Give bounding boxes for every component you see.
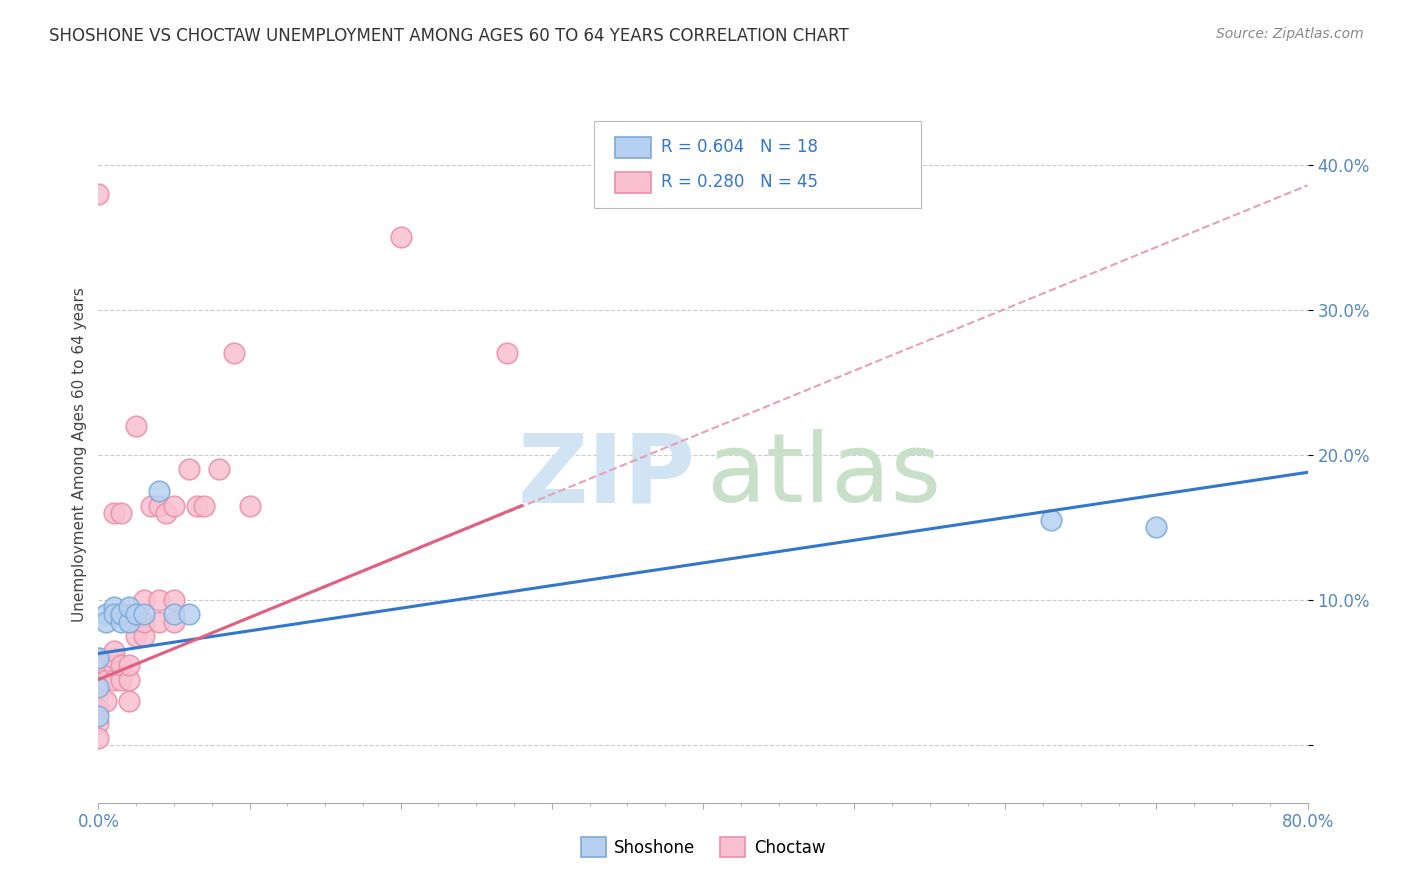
Point (103, 506, 125, 520)
Bar (614, 172, 651, 193)
Point (103, 651, 125, 665)
Point (94, 607, 117, 622)
Point (148, 499, 170, 513)
Point (94, 658, 117, 673)
Point (177, 607, 201, 622)
Point (87, 701, 110, 715)
Point (177, 462, 201, 476)
Point (148, 615, 170, 629)
Point (87, 731, 110, 745)
Point (148, 592, 170, 607)
Text: R = 0.280   N = 45: R = 0.280 N = 45 (661, 173, 818, 191)
Point (94, 694, 117, 708)
Point (94, 615, 117, 629)
Text: R = 0.604   N = 18: R = 0.604 N = 18 (661, 138, 818, 156)
Point (155, 506, 177, 520)
Point (94, 673, 117, 687)
Point (110, 615, 132, 629)
Point (110, 607, 132, 622)
FancyBboxPatch shape (595, 121, 921, 208)
Point (87, 651, 110, 665)
Point (495, 346, 517, 360)
Point (1144, 520, 1167, 534)
Point (87, 716, 110, 731)
Point (163, 615, 186, 629)
Point (132, 592, 155, 607)
Point (132, 629, 155, 643)
Point (148, 484, 170, 499)
Bar (614, 137, 651, 158)
Point (103, 643, 125, 657)
Text: atlas: atlas (706, 429, 942, 523)
Point (87, 687, 110, 701)
Point (87, 708, 110, 723)
Point (163, 499, 186, 513)
Point (87, 673, 110, 687)
Point (118, 615, 141, 629)
Point (87, 187, 110, 202)
Point (103, 607, 125, 622)
Point (224, 346, 246, 360)
Y-axis label: Unemployment Among Ages 60 to 64 years: Unemployment Among Ages 60 to 64 years (72, 287, 87, 623)
Point (125, 615, 148, 629)
Point (125, 629, 148, 643)
Point (103, 600, 125, 615)
Point (110, 658, 132, 673)
Point (125, 419, 148, 434)
Point (125, 607, 148, 622)
Point (193, 499, 215, 513)
Point (186, 499, 208, 513)
Point (103, 658, 125, 673)
Point (163, 607, 186, 622)
Point (163, 592, 186, 607)
Point (141, 499, 163, 513)
Point (118, 658, 141, 673)
Point (208, 462, 231, 476)
Point (87, 658, 110, 673)
Point (239, 499, 262, 513)
Point (1039, 513, 1062, 527)
Point (110, 506, 132, 520)
Point (118, 673, 141, 687)
Point (118, 694, 141, 708)
Text: Source: ZipAtlas.com: Source: ZipAtlas.com (1216, 27, 1364, 41)
Point (132, 615, 155, 629)
Text: SHOSHONE VS CHOCTAW UNEMPLOYMENT AMONG AGES 60 TO 64 YEARS CORRELATION CHART: SHOSHONE VS CHOCTAW UNEMPLOYMENT AMONG A… (49, 27, 849, 45)
Point (118, 600, 141, 615)
Point (87, 680, 110, 694)
Point (110, 673, 132, 687)
Point (103, 673, 125, 687)
Point (87, 651, 110, 665)
Legend: Shoshone, Choctaw: Shoshone, Choctaw (574, 830, 832, 864)
Text: ZIP: ZIP (517, 429, 695, 523)
Point (132, 607, 155, 622)
Point (389, 230, 412, 244)
Point (118, 607, 141, 622)
